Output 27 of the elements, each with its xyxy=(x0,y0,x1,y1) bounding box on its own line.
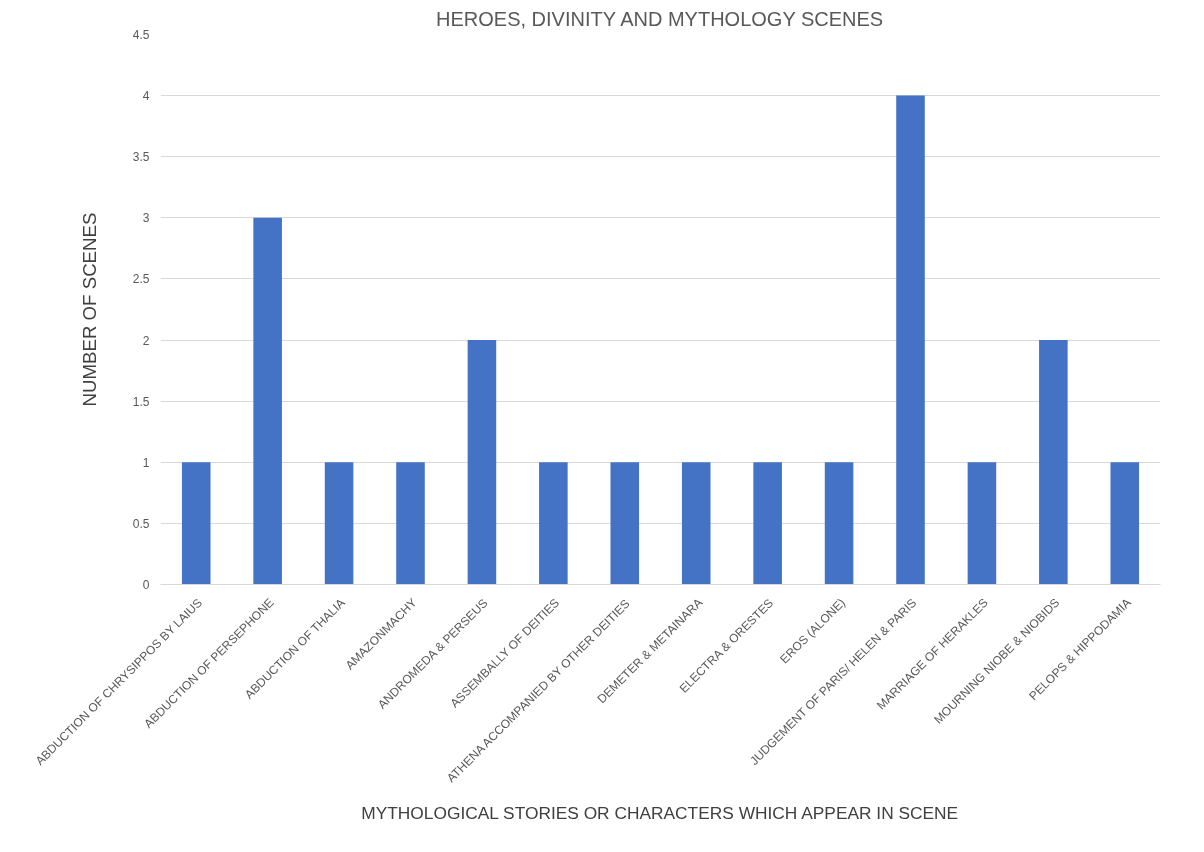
bar xyxy=(1110,462,1140,585)
y-tick-label: 1.5 xyxy=(132,394,150,409)
y-tick-label: 4.5 xyxy=(132,28,150,42)
y-tick-label: 2.5 xyxy=(132,272,150,287)
y-tick-label: 3 xyxy=(142,211,150,226)
bar xyxy=(253,217,282,585)
y-tick-label: 4 xyxy=(142,89,150,104)
bar xyxy=(1039,340,1068,585)
bar xyxy=(753,462,782,585)
bar xyxy=(896,95,925,585)
bar xyxy=(539,462,568,585)
y-tick-label: 2 xyxy=(142,333,150,348)
bar xyxy=(824,462,854,585)
bar xyxy=(610,462,640,585)
y-tick-label: 1 xyxy=(142,455,150,470)
chart-title: HEROES, DIVINITY AND MYTHOLOGY SCENES xyxy=(436,7,884,30)
y-axis-title: NUMBER OF SCENES xyxy=(78,212,100,407)
bar xyxy=(967,462,997,585)
bar xyxy=(396,462,425,585)
bar xyxy=(467,340,497,585)
y-tick-label: 0 xyxy=(142,578,150,592)
bar xyxy=(181,462,211,585)
y-tick-label: 3.5 xyxy=(132,150,150,165)
bar xyxy=(324,462,354,585)
x-axis-title: MYTHOLOGICAL STORIES OR CHARACTERS WHICH APPEAR IN SCENE xyxy=(361,802,959,823)
bar xyxy=(681,462,711,585)
y-tick-label: 0.5 xyxy=(132,516,150,531)
